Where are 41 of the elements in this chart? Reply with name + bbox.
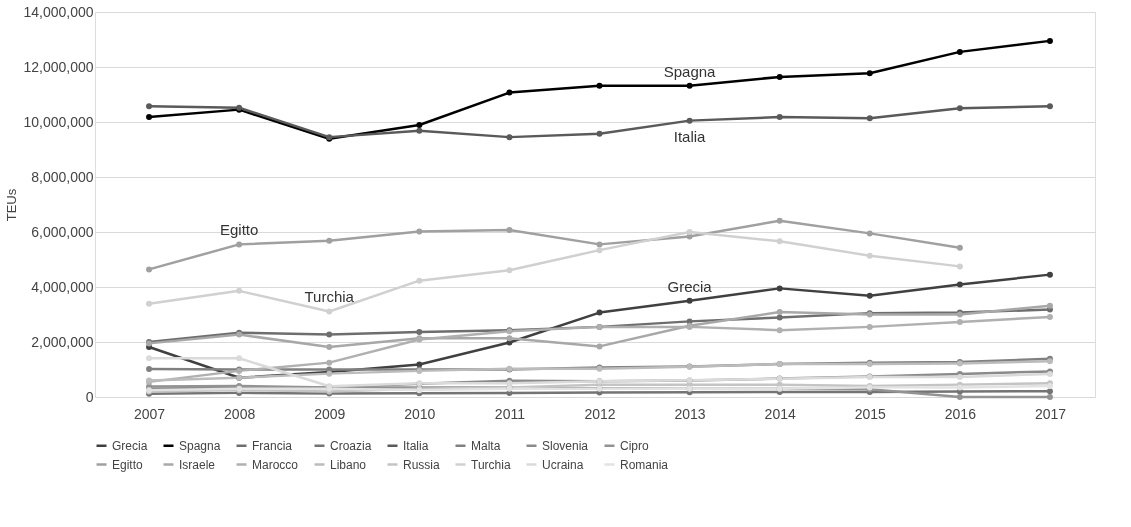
- legend-label: Libano: [330, 457, 367, 472]
- x-tick-label: 2016: [944, 405, 977, 422]
- legend-label: Slovenia: [542, 438, 589, 453]
- x-tick-label: 2013: [674, 405, 706, 422]
- legend-label: Marocco: [252, 457, 299, 472]
- x-tick-label: 2008: [224, 405, 256, 422]
- legend-label: Cipro: [620, 438, 649, 453]
- y-tick-label: 4,000,000: [31, 278, 94, 295]
- legend-label: Romania: [620, 457, 669, 472]
- legend-label: Russia: [403, 457, 441, 472]
- annotation: Grecia: [667, 277, 713, 295]
- y-tick-label: 0: [85, 388, 94, 405]
- x-tick-label: 2011: [494, 405, 526, 422]
- y-tick-label: 8,000,000: [31, 168, 94, 185]
- legend-label: Turchia: [471, 457, 511, 472]
- y-tick-label: 14,000,000: [23, 3, 94, 20]
- y-tick-label: 10,000,000: [23, 113, 94, 130]
- annotation: Spagna: [663, 62, 717, 80]
- x-tick-label: 2007: [133, 405, 166, 422]
- x-tick-label: 2017: [1034, 405, 1067, 422]
- legend-label: Israele: [179, 457, 216, 472]
- y-axis-title: TEUs: [4, 188, 20, 222]
- legend-label: Grecia: [112, 438, 148, 453]
- annotation: Egitto: [219, 221, 259, 239]
- legend-label: Francia: [252, 438, 293, 453]
- x-tick-label: 2015: [854, 405, 887, 422]
- legend-label: Spagna: [179, 438, 221, 453]
- legend-label: Egitto: [112, 457, 144, 472]
- y-tick-label: 2,000,000: [31, 333, 94, 350]
- annotation: Italia: [673, 127, 707, 145]
- annotation: Turchia: [304, 288, 355, 306]
- x-tick-label: 2012: [584, 405, 616, 422]
- x-tick-label: 2014: [764, 405, 796, 422]
- y-tick-label: 6,000,000: [31, 223, 94, 240]
- x-tick-label: 2009: [314, 405, 346, 422]
- x-tick-label: 2010: [404, 405, 436, 422]
- legend-label: Malta: [471, 438, 501, 453]
- legend-label: Ucraina: [542, 457, 584, 472]
- y-tick-label: 12,000,000: [23, 58, 94, 75]
- legend-label: Italia: [403, 438, 429, 453]
- legend-label: Croazia: [330, 438, 372, 453]
